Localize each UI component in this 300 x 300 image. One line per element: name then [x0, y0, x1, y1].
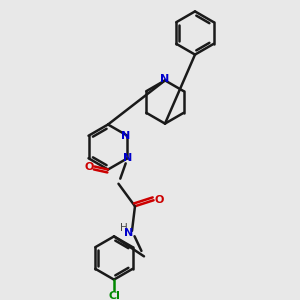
Text: O: O	[154, 195, 164, 205]
Text: N: N	[124, 228, 134, 238]
Text: Cl: Cl	[108, 291, 120, 300]
Text: N: N	[123, 153, 132, 163]
Text: O: O	[84, 161, 94, 172]
Text: N: N	[122, 131, 130, 141]
Text: H: H	[120, 223, 128, 233]
Text: N: N	[160, 74, 169, 84]
